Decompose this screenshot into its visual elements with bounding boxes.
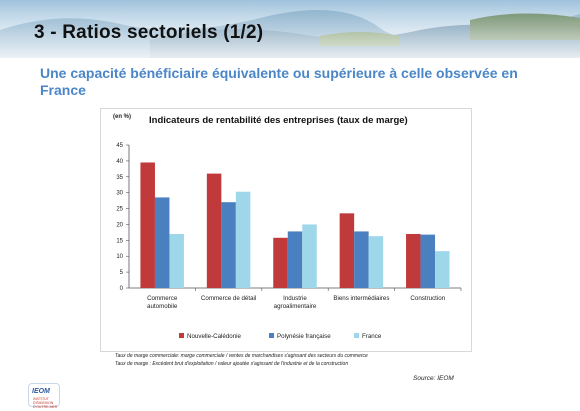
bar-2-5: [420, 234, 436, 288]
chart-title: Indicateurs de rentabilité des entrepris…: [149, 115, 408, 126]
bar-3-4: [368, 236, 384, 288]
source-note: Source: IEOM: [413, 375, 454, 382]
bar-2-2: [221, 202, 236, 288]
banner-landscape-image: [0, 0, 580, 58]
y-tick-label: 25: [116, 207, 123, 213]
y-tick-label: 15: [116, 238, 123, 244]
legend-swatch-1: [179, 333, 184, 338]
y-tick-label: 30: [116, 191, 123, 197]
logo-subtext: INSTITUT D'ÉMISSION D'OUTRE-MER: [33, 397, 58, 409]
bar-2-1: [154, 197, 170, 288]
x-category-label: Construction: [410, 295, 445, 302]
bar-2-3: [287, 231, 303, 288]
x-category-label: Industrie: [283, 295, 307, 302]
y-tick-label: 45: [116, 143, 123, 149]
note-margin-rate: Taux de marge : Excédent brut d'exploita…: [115, 361, 349, 367]
y-axis-unit: (en %): [113, 114, 131, 120]
x-category-label: Commerce de détail: [201, 295, 256, 302]
slide-subtitle: Une capacité bénéficiaire équivalente ou…: [40, 65, 518, 98]
ieom-logo: IEOM INSTITUT D'ÉMISSION D'OUTRE-MER: [28, 383, 60, 409]
bar-1-4: [339, 213, 355, 288]
bar-3-5: [435, 251, 450, 288]
bar-3-1: [169, 233, 184, 288]
chart-panel: (en %) Indicateurs de rentabilité des en…: [100, 108, 472, 352]
legend-label-2: Polynésie française: [277, 333, 331, 340]
y-tick-label: 35: [116, 175, 123, 181]
bar-3-2: [235, 191, 251, 288]
x-category-label: Commerce: [147, 295, 178, 302]
y-tick-label: 0: [120, 286, 124, 292]
legend-label-1: Nouvelle-Calédonie: [187, 333, 242, 340]
legend-swatch-2: [269, 333, 274, 338]
bar-1-5: [406, 233, 421, 288]
bar-3-3: [302, 224, 317, 288]
slide-title: 3 - Ratios sectoriels (1/2): [34, 22, 264, 43]
logo-text: IEOM: [32, 388, 50, 395]
y-tick-label: 40: [116, 159, 123, 165]
bar-1-2: [206, 173, 222, 288]
legend-swatch-3: [354, 333, 359, 338]
y-tick-label: 5: [120, 270, 124, 276]
bar-1-3: [273, 237, 288, 288]
bar-1-1: [140, 162, 155, 288]
x-category-label: Biens intermédiaires: [333, 295, 389, 302]
header-banner: 3 - Ratios sectoriels (1/2): [0, 0, 580, 58]
note-commercial-margin: Taux de marge commerciale: marge commerc…: [115, 353, 368, 359]
legend-label-3: France: [362, 333, 382, 340]
x-category-label: agroalimentaire: [274, 303, 317, 310]
chart-notes: Taux de marge commerciale: marge commerc…: [115, 352, 535, 368]
y-tick-label: 10: [116, 254, 123, 260]
x-category-label: automobile: [147, 303, 178, 310]
y-tick-label: 20: [116, 222, 123, 228]
bar-2-4: [354, 231, 369, 288]
